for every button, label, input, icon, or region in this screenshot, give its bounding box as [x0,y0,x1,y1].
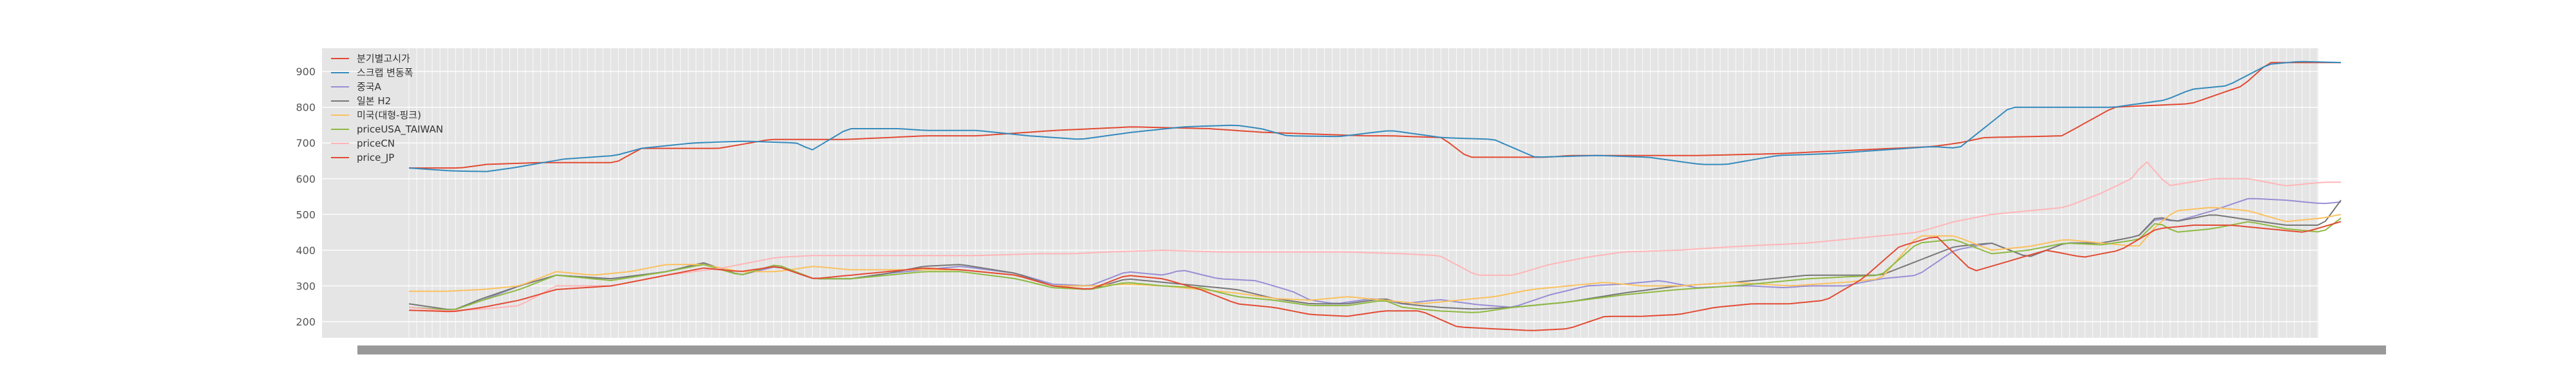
series-line-5 [408,217,2342,313]
legend-label-1: 스크랩 변동폭 [357,67,413,78]
y-tick-label: 500 [296,208,316,221]
y-tick-label: 800 [296,102,316,114]
series-line-7 [408,221,2342,331]
legend-label-7: price_JP [357,152,394,164]
plot-area [322,48,2318,338]
legend-label-3: 일본 H2 [357,95,391,107]
legend-label-2: 중국A [357,81,382,93]
y-tick-label: 700 [296,137,316,149]
series-line-1 [408,60,2342,172]
y-tick-label: 300 [296,280,316,292]
series-line-6 [408,161,2341,312]
y-tick-label: 900 [296,66,316,78]
y-tick-labels: 200 300 400 500 600 700 800 900 [296,66,316,328]
legend-label-4: 미국(대형-핑크) [357,109,421,121]
series-line-0 [409,62,2341,169]
x-tick-labels [357,345,2386,354]
y-tick-label: 600 [296,173,316,185]
legend-label-6: priceCN [357,138,395,149]
x-tick-label-band [357,345,2386,354]
y-tick-label: 400 [296,244,316,257]
legend-label-5: priceUSA_TAIWAN [357,124,443,136]
y-tick-label: 200 [296,316,316,328]
series-lines [408,60,2342,331]
series-line-4 [409,207,2342,304]
legend-label-0: 분기별고시가 [357,53,410,64]
